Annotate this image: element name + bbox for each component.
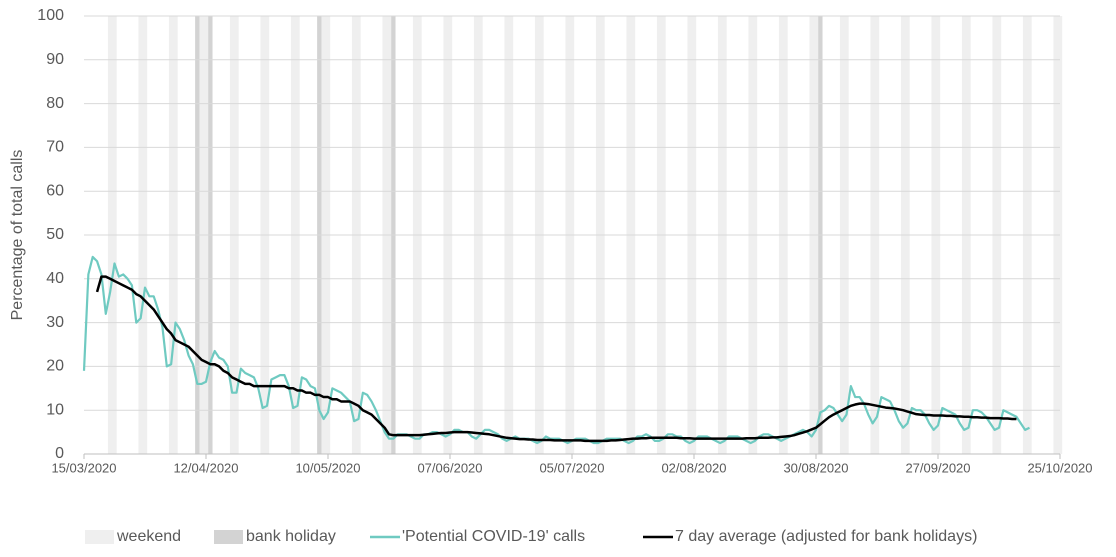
y-tick-label: 40 [46, 270, 64, 287]
legend-label: bank holiday [246, 528, 336, 545]
series-line [95, 275, 1017, 443]
legend-label: 'Potential COVID-19' calls [402, 528, 585, 545]
y-axis-label: Percentage of total calls [9, 150, 26, 321]
legend-label: weekend [116, 528, 181, 545]
x-tick-label: 12/04/2020 [173, 460, 238, 475]
x-tick-label: 15/03/2020 [51, 460, 116, 475]
x-tick-label: 25/10/2020 [1027, 460, 1092, 475]
legend-label: 7 day average (adjusted for bank holiday… [675, 528, 977, 545]
x-tick-label: 02/08/2020 [661, 460, 726, 475]
y-tick-label: 70 [46, 139, 64, 156]
y-tick-label: 90 [46, 51, 64, 68]
y-tick-label: 30 [46, 314, 64, 331]
y-tick-label: 60 [46, 182, 64, 199]
x-tick-label: 30/08/2020 [783, 460, 848, 475]
y-tick-label: 0 [55, 445, 64, 462]
x-tick-label: 05/07/2020 [539, 460, 604, 475]
legend-swatch [85, 530, 114, 544]
y-tick-label: 100 [37, 7, 64, 24]
series-line [82, 255, 1030, 445]
legend-swatch [214, 530, 243, 544]
x-tick-label: 07/06/2020 [417, 460, 482, 475]
x-tick-label: 10/05/2020 [295, 460, 360, 475]
y-tick-label: 50 [46, 226, 64, 243]
x-tick-label: 27/09/2020 [905, 460, 970, 475]
y-tick-label: 80 [46, 95, 64, 112]
y-tick-label: 20 [46, 358, 64, 375]
y-tick-label: 10 [46, 401, 64, 418]
